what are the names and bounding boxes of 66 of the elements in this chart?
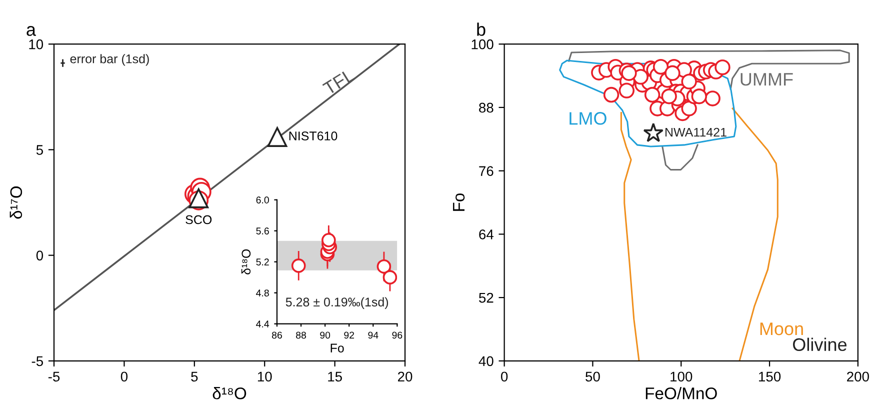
y-tick-label: 76 bbox=[479, 166, 494, 176]
series-label: Moon bbox=[760, 322, 803, 336]
series-label: LMO bbox=[570, 112, 606, 125]
y-tick-label: 10 bbox=[29, 39, 44, 50]
y-tick-label: 40 bbox=[478, 356, 494, 366]
y-axis-title: Fo bbox=[453, 193, 465, 211]
x-tick-label: 86 bbox=[272, 332, 282, 339]
annotation: error bar (1sd) bbox=[70, 54, 149, 66]
point bbox=[643, 122, 664, 142]
y-tick-label: 4.8 bbox=[256, 290, 269, 296]
x-tick-label: 200 bbox=[847, 372, 869, 382]
point bbox=[664, 65, 680, 81]
x-tick-label: 96 bbox=[392, 332, 402, 339]
annotation: SCO bbox=[186, 215, 212, 224]
y-tick-label: 5.6 bbox=[256, 228, 269, 234]
annotation: Olivine bbox=[792, 338, 847, 352]
x-axis-title: δ¹⁸O bbox=[212, 387, 246, 400]
point bbox=[704, 90, 720, 106]
point bbox=[681, 74, 697, 90]
x-tick-label: 150 bbox=[759, 372, 781, 382]
point bbox=[322, 232, 336, 248]
series-label: UMMF bbox=[740, 73, 793, 86]
annotation: NIST610 bbox=[289, 132, 338, 140]
x-tick-label: 5 bbox=[191, 372, 198, 382]
y-tick-label: 64 bbox=[479, 230, 494, 240]
x-tick-label: 0 bbox=[500, 372, 508, 382]
chart-title: b bbox=[477, 22, 486, 36]
x-tick-label: 100 bbox=[670, 372, 692, 382]
y-tick-label: 100 bbox=[472, 39, 494, 50]
annotation: 5.28 ± 0.19‰(1sd) bbox=[286, 297, 388, 309]
x-tick-label: 94 bbox=[368, 332, 378, 339]
point bbox=[618, 82, 635, 98]
line-series bbox=[559, 60, 737, 148]
x-tick-label: 0 bbox=[120, 372, 128, 382]
series-label: NWA11421 bbox=[666, 128, 726, 137]
point bbox=[714, 59, 730, 76]
point bbox=[267, 127, 288, 147]
x-tick-label: 15 bbox=[328, 372, 342, 382]
y-axis-title: δ¹⁸O bbox=[241, 249, 251, 274]
y-axis-title: δ¹⁷O bbox=[10, 186, 22, 219]
point bbox=[376, 259, 392, 274]
y-tick-label: -5 bbox=[32, 356, 44, 366]
y-tick-label: 0 bbox=[36, 250, 44, 260]
x-tick-label: 20 bbox=[398, 372, 412, 382]
x-tick-label: 90 bbox=[320, 332, 330, 339]
y-tick-label: 4.4 bbox=[256, 320, 270, 328]
x-tick-label: 88 bbox=[296, 332, 306, 339]
point bbox=[603, 86, 620, 103]
y-tick-label: 5 bbox=[36, 145, 44, 155]
point bbox=[291, 258, 306, 273]
y-tick-label: 52 bbox=[479, 292, 494, 303]
point bbox=[681, 100, 697, 116]
x-tick-label: 92 bbox=[344, 332, 354, 339]
point bbox=[382, 270, 398, 284]
chart-title: a bbox=[26, 26, 36, 36]
point bbox=[691, 88, 708, 104]
x-tick-label: 50 bbox=[586, 372, 600, 382]
point bbox=[652, 58, 669, 75]
y-tick-label: 6.0 bbox=[256, 196, 269, 204]
x-axis-title: FeO/MnO bbox=[646, 387, 717, 400]
x-axis-title: Fo bbox=[330, 344, 344, 352]
y-tick-label: 5.2 bbox=[256, 258, 269, 266]
point bbox=[644, 86, 660, 103]
x-tick-label: -5 bbox=[48, 372, 60, 382]
point bbox=[661, 88, 677, 104]
y-tick-label: 88 bbox=[479, 102, 494, 113]
